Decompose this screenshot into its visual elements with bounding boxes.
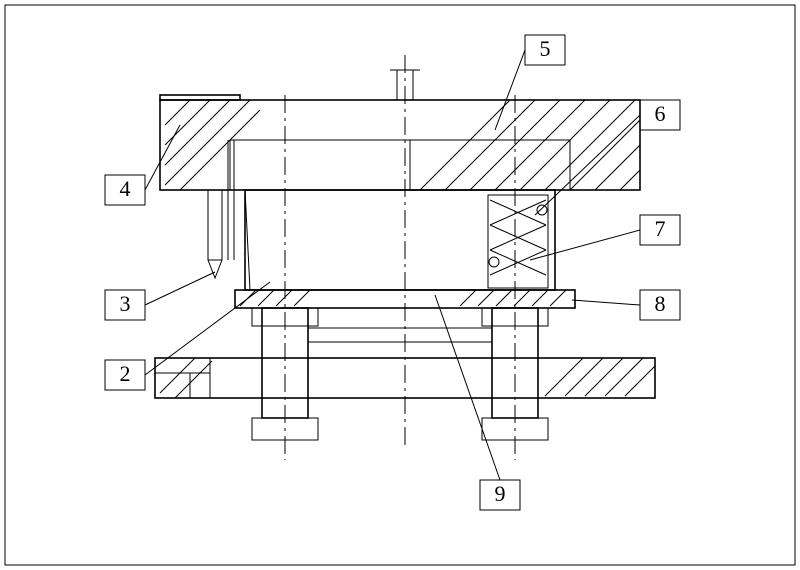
- coil-spring: [488, 195, 548, 288]
- callout-7-label: 7: [655, 216, 666, 241]
- top-flange: [160, 70, 640, 190]
- callout-4-label: 4: [120, 176, 131, 201]
- callouts: 4 3 2 5 6 7 8 9: [105, 35, 680, 510]
- callout-6-label: 6: [655, 101, 666, 126]
- engineering-diagram: 4 3 2 5 6 7 8 9: [0, 0, 800, 570]
- callout-8-label: 8: [655, 291, 666, 316]
- guide-pillars: [252, 308, 548, 440]
- callout-2-label: 2: [120, 361, 131, 386]
- centerlines: [285, 55, 515, 460]
- outer-frame: [5, 5, 795, 565]
- callout-9-label: 9: [495, 481, 506, 506]
- central-body: [245, 190, 555, 290]
- callout-3-label: 3: [120, 291, 131, 316]
- callout-5-label: 5: [540, 36, 551, 61]
